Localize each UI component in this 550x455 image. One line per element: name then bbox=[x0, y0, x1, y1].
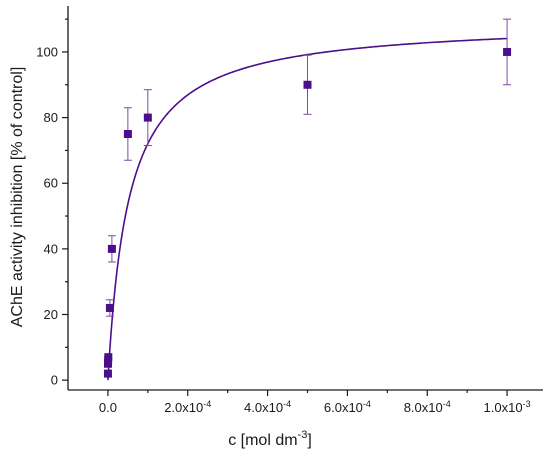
data-point bbox=[303, 80, 312, 89]
x-tick-label: 4.0x10-4 bbox=[244, 399, 291, 415]
x-axis-title-main: c [mol dm bbox=[228, 432, 297, 449]
data-points bbox=[103, 47, 512, 378]
y-tick-label: 40 bbox=[44, 241, 58, 256]
data-point bbox=[123, 130, 132, 138]
data-point bbox=[503, 47, 512, 56]
fit-curve bbox=[107, 37, 508, 381]
data-point bbox=[105, 303, 114, 312]
x-tick-label: 2.0x10-4 bbox=[164, 399, 211, 415]
data-point bbox=[103, 369, 112, 378]
x-axis-title-close: ] bbox=[307, 432, 311, 449]
x-tick-label: 8.0x10-4 bbox=[404, 399, 451, 415]
x-tick-label: 0.0 bbox=[99, 400, 117, 415]
y-tick-label: 80 bbox=[44, 110, 58, 125]
data-point bbox=[104, 353, 113, 362]
y-tick-label: 100 bbox=[36, 44, 58, 59]
y-axis-title: AChE activity inhibition [% of control] bbox=[9, 67, 26, 328]
x-axis-title: c [mol dm-3] bbox=[228, 429, 312, 449]
x-tick-label: 1.0x10-3 bbox=[484, 399, 531, 415]
x-axis-title-sup: -3 bbox=[298, 429, 308, 441]
ticks: 0 20 40 60 80 100 0.0 2.0x10-4 4.0x10-4 6.0x10-4 8… bbox=[36, 18, 531, 415]
x-tick-label: 6.0x10-4 bbox=[324, 399, 371, 415]
y-tick-label: 60 bbox=[44, 176, 58, 191]
error-bars bbox=[105, 18, 512, 317]
y-tick-label: 0 bbox=[51, 373, 58, 388]
axes bbox=[67, 6, 543, 391]
data-point bbox=[107, 244, 116, 253]
data-point bbox=[143, 113, 152, 122]
y-tick-label: 20 bbox=[44, 307, 58, 322]
fit-curve-group bbox=[107, 37, 508, 381]
